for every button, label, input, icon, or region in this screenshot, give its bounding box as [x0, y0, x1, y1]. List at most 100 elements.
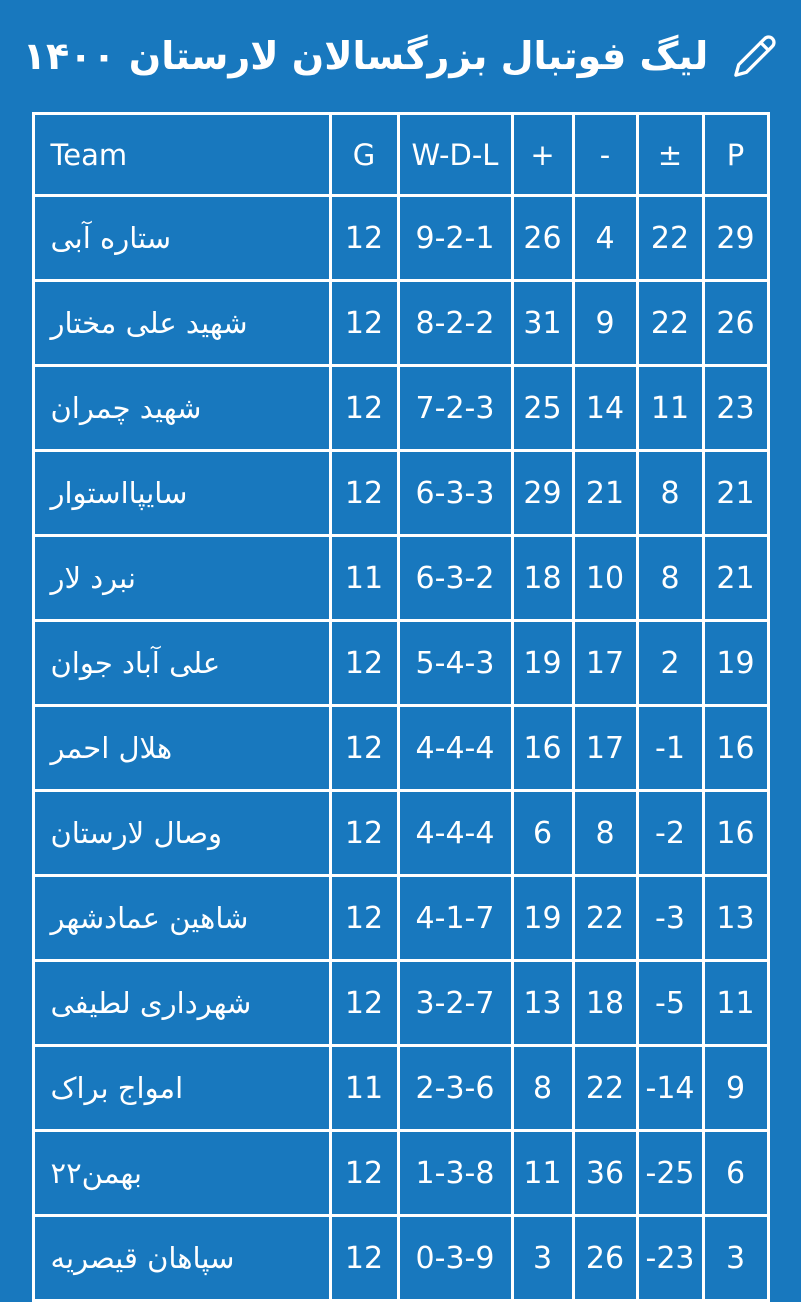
cell-goals-for: 25 — [510, 364, 575, 452]
cell-wdl: 9-2-1 — [396, 194, 514, 282]
cell-wdl: 6-3-2 — [396, 534, 514, 622]
cell-goals-for: 13 — [510, 959, 575, 1047]
column-header-wdl: W-D-L — [396, 112, 514, 197]
table-row: شهرداری لطیفی 12 3-2-7 13 18 -5 11 — [31, 959, 770, 1047]
cell-goals-against: 4 — [571, 194, 639, 282]
cell-points: 6 — [701, 1129, 770, 1217]
table-row: نبرد لار 11 6-3-2 18 10 8 21 — [31, 534, 770, 622]
cell-goals-against: 36 — [571, 1129, 639, 1217]
cell-games: 12 — [328, 789, 400, 877]
cell-points: 26 — [701, 279, 770, 367]
table-row: شهید چمران 12 7-2-3 25 14 11 23 — [31, 364, 770, 452]
cell-team: امواج براک — [31, 1044, 332, 1132]
cell-points: 29 — [701, 194, 770, 282]
cell-goals-against: 22 — [571, 1044, 639, 1132]
cell-goal-diff: -5 — [635, 959, 705, 1047]
cell-games: 12 — [328, 1214, 400, 1302]
cell-team: هلال احمر — [31, 704, 332, 792]
cell-games: 12 — [328, 194, 400, 282]
cell-goal-diff: 11 — [635, 364, 705, 452]
cell-points: 11 — [701, 959, 770, 1047]
cell-goal-diff: -3 — [635, 874, 705, 962]
table-row: امواج براک 11 2-3-6 8 22 -14 9 — [31, 1044, 770, 1132]
cell-points: 19 — [701, 619, 770, 707]
column-header-team: Team — [31, 112, 332, 197]
table-row: ستاره آبی 12 9-2-1 26 4 22 29 — [31, 194, 770, 282]
cell-team: شهرداری لطیفی — [31, 959, 332, 1047]
cell-team: شاهین عمادشهر — [31, 874, 332, 962]
table-row: هلال احمر 12 4-4-4 16 17 -1 16 — [31, 704, 770, 792]
cell-goals-against: 17 — [571, 619, 639, 707]
cell-goals-against: 18 — [571, 959, 639, 1047]
cell-wdl: 0-3-9 — [396, 1214, 514, 1302]
cell-goals-against: 14 — [571, 364, 639, 452]
cell-games: 12 — [328, 704, 400, 792]
cell-goal-diff: 8 — [635, 449, 705, 537]
cell-goals-for: 6 — [510, 789, 575, 877]
cell-goals-for: 19 — [510, 619, 575, 707]
cell-points: 21 — [701, 449, 770, 537]
cell-games: 12 — [328, 874, 400, 962]
page-header: لیگ فوتبال بزرگسالان لارستان ۱۴۰۰ — [0, 0, 801, 112]
cell-goal-diff: 2 — [635, 619, 705, 707]
cell-goals-for: 31 — [510, 279, 575, 367]
cell-goals-against: 10 — [571, 534, 639, 622]
cell-wdl: 7-2-3 — [396, 364, 514, 452]
table-row: ۲۲بهمن 12 1-3-8 11 36 -25 6 — [31, 1129, 770, 1217]
cell-goals-against: 22 — [571, 874, 639, 962]
page-title: لیگ فوتبال بزرگسالان لارستان ۱۴۰۰ — [22, 34, 709, 78]
cell-team: شهید چمران — [31, 364, 332, 452]
cell-goals-for: 11 — [510, 1129, 575, 1217]
table-row: وصال لارستان 12 4-4-4 6 8 -2 16 — [31, 789, 770, 877]
cell-points: 23 — [701, 364, 770, 452]
cell-games: 11 — [328, 1044, 400, 1132]
cell-goal-diff: -2 — [635, 789, 705, 877]
cell-team: سایپااستوار — [31, 449, 332, 537]
cell-goals-for: 16 — [510, 704, 575, 792]
cell-goal-diff: -14 — [635, 1044, 705, 1132]
cell-goals-for: 3 — [510, 1214, 575, 1302]
table-header-row: Team G W-D-L + - ± P — [31, 112, 770, 197]
cell-goals-against: 21 — [571, 449, 639, 537]
cell-games: 11 — [328, 534, 400, 622]
cell-games: 12 — [328, 1129, 400, 1217]
cell-goal-diff: 22 — [635, 194, 705, 282]
cell-goals-against: 8 — [571, 789, 639, 877]
cell-team: ستاره آبی — [31, 194, 332, 282]
cell-wdl: 5-4-3 — [396, 619, 514, 707]
cell-goals-for: 18 — [510, 534, 575, 622]
table-row: علی آباد جوان 12 5-4-3 19 17 2 19 — [31, 619, 770, 707]
cell-goal-diff: -23 — [635, 1214, 705, 1302]
table-row: شهید علی مختار 12 8-2-2 31 9 22 26 — [31, 279, 770, 367]
cell-games: 12 — [328, 619, 400, 707]
cell-wdl: 1-3-8 — [396, 1129, 514, 1217]
cell-games: 12 — [328, 449, 400, 537]
cell-points: 3 — [701, 1214, 770, 1302]
cell-wdl: 2-3-6 — [396, 1044, 514, 1132]
cell-goals-for: 8 — [510, 1044, 575, 1132]
cell-goals-against: 17 — [571, 704, 639, 792]
table-row: سپاهان قیصریه 12 0-3-9 3 26 -23 3 — [31, 1214, 770, 1302]
cell-points: 21 — [701, 534, 770, 622]
cell-wdl: 6-3-3 — [396, 449, 514, 537]
table-body: ستاره آبی 12 9-2-1 26 4 22 29 شهید علی مختار 12 8… — [31, 194, 770, 1302]
cell-points: 16 — [701, 704, 770, 792]
cell-games: 12 — [328, 279, 400, 367]
table-row: شاهین عمادشهر 12 4-1-7 19 22 -3 13 — [31, 874, 770, 962]
column-header-points: P — [701, 112, 770, 197]
edit-pencil-icon[interactable] — [732, 33, 778, 79]
column-header-games: G — [328, 112, 400, 197]
cell-goal-diff: -25 — [635, 1129, 705, 1217]
cell-points: 9 — [701, 1044, 770, 1132]
cell-points: 13 — [701, 874, 770, 962]
cell-wdl: 8-2-2 — [396, 279, 514, 367]
cell-team: نبرد لار — [31, 534, 332, 622]
column-header-goal-diff: ± — [635, 112, 705, 197]
cell-team: وصال لارستان — [31, 789, 332, 877]
cell-team: شهید علی مختار — [31, 279, 332, 367]
cell-team: ۲۲بهمن — [31, 1129, 332, 1217]
cell-goals-for: 29 — [510, 449, 575, 537]
cell-points: 16 — [701, 789, 770, 877]
table-row: سایپااستوار 12 6-3-3 29 21 8 21 — [31, 449, 770, 537]
